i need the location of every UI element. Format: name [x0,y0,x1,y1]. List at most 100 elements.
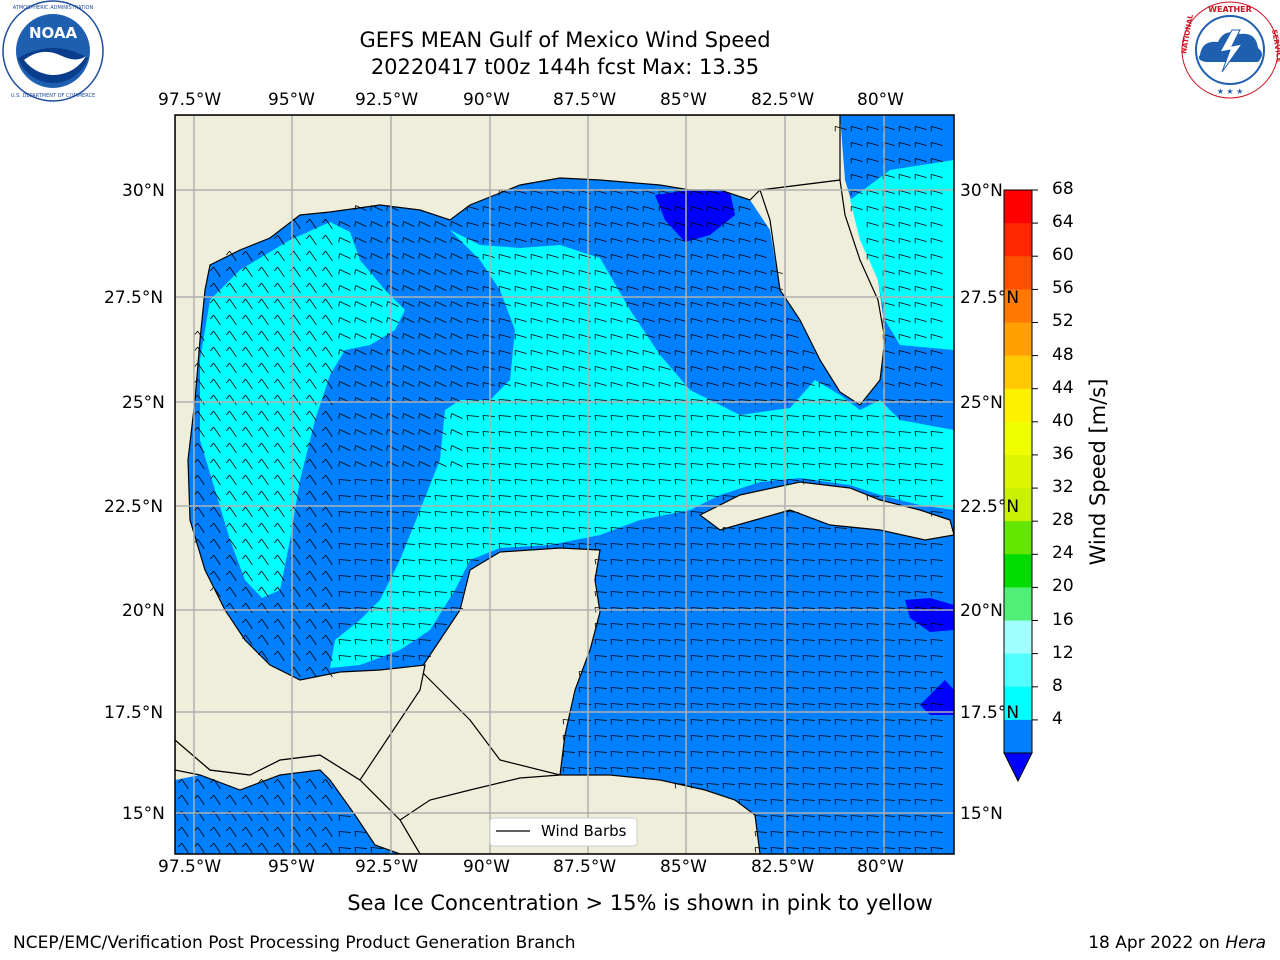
wind-barb-flag [226,298,230,304]
wind-barb [370,575,384,577]
wind-barb-flag [690,783,693,789]
wind-barb [181,778,189,790]
wind-barb-flag [306,474,310,480]
wind-barb-flag [722,655,725,661]
wind-barb-flag [738,799,741,805]
wind-barb-flag [610,735,613,741]
wind-barb [850,463,864,465]
wind-barb-flag [210,346,214,352]
wind-barb [770,463,784,465]
wind-barb [483,286,495,290]
wind-barb [898,783,912,785]
wind-barb-flag [450,559,453,565]
wind-barb-flag [402,285,404,291]
wind-barb-flag [786,591,789,597]
wind-barb [418,623,432,625]
wind-barb-flag [386,591,389,597]
wind-barb [706,479,720,481]
footer-machine: Hera [1225,933,1266,953]
wind-barb-flag [306,426,310,432]
wind-barb [899,190,911,194]
wind-barb-flag [450,301,452,307]
wind-barb-flag [706,527,709,533]
wind-barb-flag [738,655,741,661]
wind-barb-flag [274,842,278,848]
wind-barb [325,426,333,438]
wind-barb-flag [594,431,597,437]
wind-barb-flag [626,559,629,565]
wind-barb-flag [914,431,917,437]
wind-barb [770,783,784,785]
wind-barb [658,751,672,753]
wind-barb-flag [690,735,693,741]
wind-barb-flag [530,495,533,501]
wind-barb [723,382,735,386]
wind-barb [834,399,848,401]
wind-barb [213,506,221,518]
wind-barb [213,426,221,438]
wind-barb-flag [706,751,709,757]
wind-barb-flag [802,751,805,757]
wind-barb [499,350,511,354]
wind-barb-flag [354,205,356,211]
wind-barb-flag [418,333,420,339]
wind-barb [277,378,285,390]
wind-barb-flag [386,221,388,227]
wind-barb-flag [402,495,405,501]
wind-barb [818,671,832,673]
wind-barb-flag [274,250,278,256]
wind-barb-flag [498,495,501,501]
wind-barb [354,831,368,833]
wind-barb-flag [194,410,198,416]
wind-barb-flag [850,527,853,533]
wind-barb [293,346,301,358]
wind-barb [293,282,301,294]
wind-barb [834,751,848,753]
wind-barb [627,206,639,210]
wind-barb [850,783,864,785]
wind-barb [482,511,496,513]
wind-barb [802,655,816,657]
wind-barb [338,655,352,657]
wind-barb [354,575,368,577]
wind-barb [626,687,640,689]
wind-barb-flag [306,330,310,336]
wind-barb [899,270,911,274]
wind-barb [498,511,512,513]
wind-barb-flag [354,543,357,549]
wind-barb [915,350,927,354]
wind-barb [899,350,911,354]
wind-barb [722,623,736,625]
wind-barb-flag [594,639,597,645]
wind-barb [738,479,752,481]
wind-barb [293,618,301,630]
wind-barb [674,671,688,673]
wind-barb [802,815,816,817]
wind-barb [611,366,623,370]
wind-barb-flag [242,458,246,464]
wind-barb-flag [370,655,373,661]
wind-barb [738,735,752,737]
wind-barb [309,346,317,358]
wind-barb [370,511,384,513]
chart-title-line1: GEFS MEAN Gulf of Mexico Wind Speed [359,28,771,52]
wind-barb-flag [706,703,709,709]
wind-barb [626,511,640,513]
wind-barb [419,221,431,227]
wind-barb [339,253,351,259]
wind-barb-flag [370,429,372,435]
wind-barb [229,314,237,326]
wind-barb-flag [898,655,901,661]
wind-barb-flag [466,447,469,453]
wind-barb [931,126,943,130]
wind-barb [930,767,944,769]
wind-barb [818,399,832,401]
wind-barb [403,237,415,243]
wind-barb [610,495,624,497]
wind-barb [293,794,301,806]
wind-barb-flag [738,463,741,469]
wind-barb [882,607,896,609]
wind-barb-flag [786,655,789,661]
wind-barb-flag [210,458,214,464]
wind-barb-flag [434,349,436,355]
